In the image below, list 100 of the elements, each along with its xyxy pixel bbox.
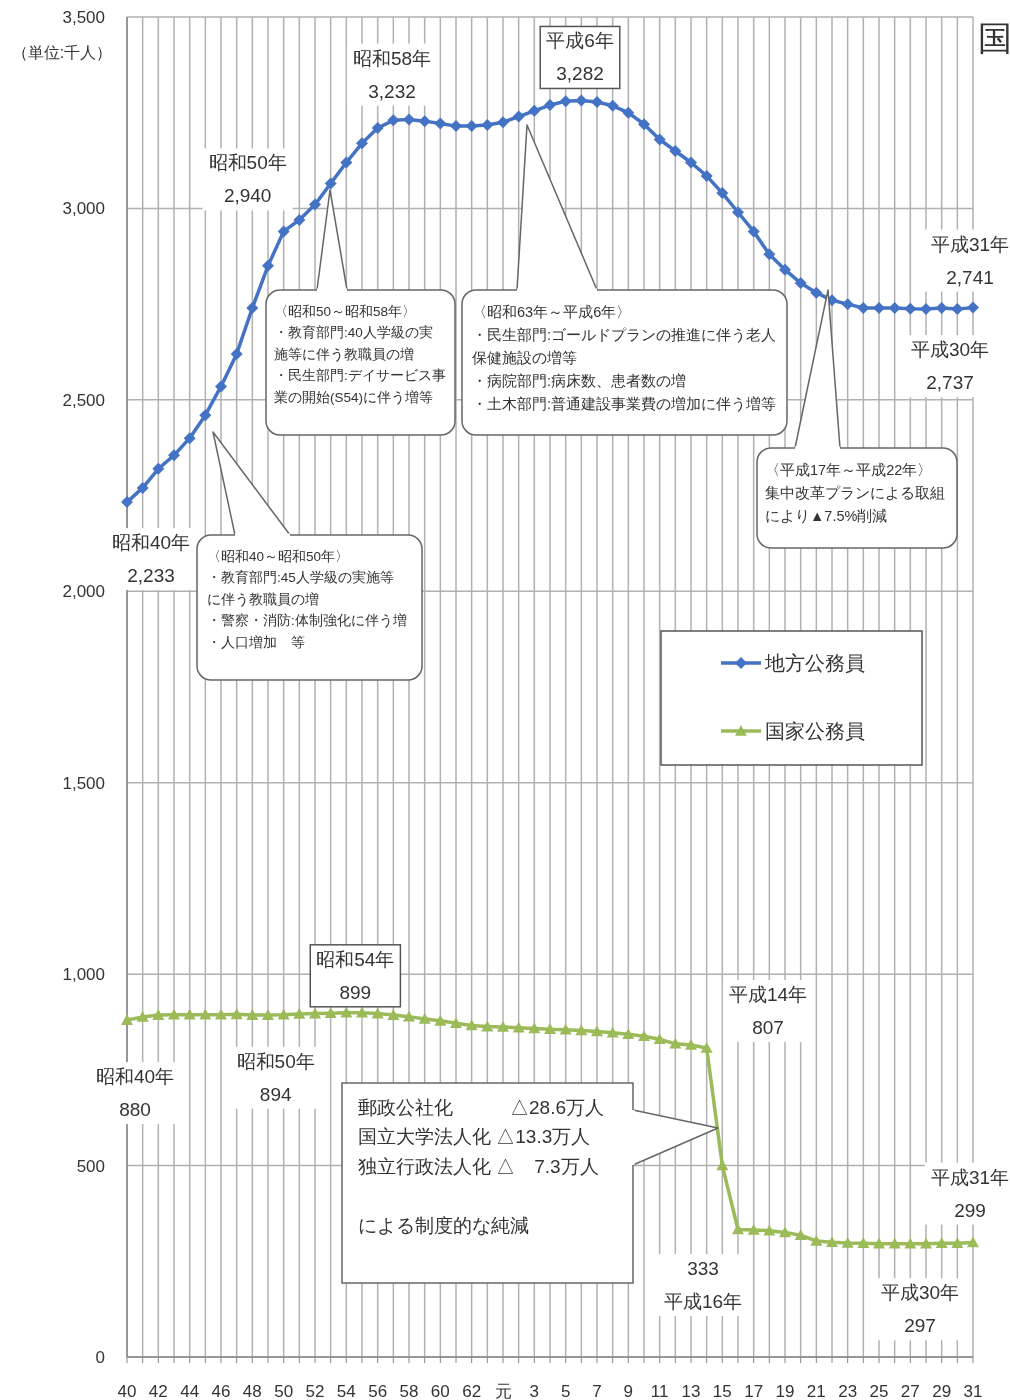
point [387,1009,400,1020]
point [606,99,619,112]
point [685,1038,697,1050]
x-tick-label: 9 [623,1382,634,1400]
point [857,1237,870,1249]
x-tick-label: 40 [117,1382,137,1400]
point [794,277,807,290]
x-tick-label: 3 [529,1382,540,1400]
point [293,213,306,226]
annotation: 333 平成16年 [663,1258,743,1312]
x-tick-label: 50 [274,1382,294,1400]
point [967,1236,979,1248]
y-tick-label: 2,000 [62,582,105,602]
point [575,1024,588,1036]
x-tick-label: 46 [211,1382,231,1400]
annotation: 昭和40年 2,233 [111,532,191,587]
point [309,1007,321,1019]
point [215,380,227,393]
point [732,1223,744,1235]
point [888,1237,901,1249]
annotation: 国 [978,19,1010,57]
x-tick-label: 17 [744,1382,764,1400]
point [262,1009,274,1020]
x-tick-label: 56 [368,1382,388,1400]
point [512,110,525,123]
point [904,1237,917,1249]
point [512,1021,525,1033]
point [591,1025,603,1037]
point [183,1008,196,1020]
annotation: 〈昭和40～昭和50年〉・教育部門:45人学級の実施等に伴う教職員の増・警察・消防:体制強化に伴う増・人口増加 等 [207,548,407,650]
point [371,1007,384,1019]
annotation: 平成6年 3,282 [539,25,621,90]
x-tick-label: 23 [838,1382,858,1400]
annotation: 平成14年 807 [728,984,808,1038]
point [685,156,697,169]
point [841,298,854,311]
point [653,133,666,146]
point [199,409,212,422]
point [356,137,368,150]
x-tick-label: 62 [462,1382,482,1400]
x-tick-label: 5 [560,1382,571,1400]
point [434,117,447,130]
x-tick-label: 54 [336,1382,356,1400]
point [183,432,196,445]
point [340,1006,353,1018]
annotation: 昭和54年 899 [309,944,402,1008]
point [904,302,917,315]
annotation: 〈昭和63年～平成6年〉・民生部門:ゴールドプランの推進に伴う老人保健施設の増等・病院部門:病床数、患者数の増・土木部門:普通建設事業費の増加に伴う増等 [461,124,788,436]
point [371,122,384,135]
point [418,115,431,128]
y-tick-label: 2,500 [62,390,105,410]
point [622,1028,635,1040]
point [638,1030,650,1041]
annotation: 平成31年 2,741 [930,233,1010,288]
point [152,462,165,475]
point [920,303,932,316]
point [152,1009,165,1020]
annotation: 〈昭和40～昭和50年〉・教育部門:45人学級の実施等に伴う教職員の増・警察・消防:体制強化に伴う増・人口増加 等 [196,431,423,681]
point [935,1237,948,1249]
point [967,301,979,314]
annotation: 昭和50年 2,940 [202,148,293,211]
point [418,1012,431,1024]
annotation: 昭和50年 2,940 [208,152,287,207]
point [497,116,509,129]
point [277,225,290,238]
annotation: 昭和50年 894 [236,1050,315,1105]
x-tick-label: 29 [932,1382,952,1400]
point [559,95,572,108]
point [528,1022,541,1034]
point [168,1008,180,1020]
point [246,1009,259,1020]
point [544,99,556,112]
annotation: 〈平成17年～平成22年〉集中改革プランによる取組により▲7.5%削減 [765,461,945,524]
y-tick-label: 3,500 [62,8,105,27]
y-tick-label: 1,000 [62,965,105,985]
point [481,1020,494,1032]
y-tick-label: 1,500 [62,773,105,793]
point [779,263,791,276]
x-tick-label: 44 [180,1382,200,1400]
x-tick-label: 48 [242,1382,262,1400]
point [215,1008,227,1020]
point [136,1011,149,1022]
point [293,1007,306,1019]
annotation: 平成31年 2,741 [924,229,1010,292]
point [136,481,149,494]
x-tick-label: 21 [806,1382,826,1400]
annotation: 昭和40年 880 [95,1066,175,1121]
point [606,1026,619,1038]
point [340,156,353,169]
point [700,1042,713,1053]
point [716,187,729,200]
annotation: 〈昭和63年～平成6年〉・民生部門:ゴールドプランの推進に伴う老人保健施設の増等・病院部門:病床数、患者数の増・土木部門:普通建設事業費の増加に伴う増等 [472,303,777,413]
x-tick-label: 25 [869,1382,889,1400]
point [810,1234,823,1246]
point [324,1007,337,1018]
point [434,1014,447,1026]
point [669,1037,682,1049]
y-tick-label: 3,000 [62,199,105,219]
point [653,1033,666,1045]
point [669,145,682,157]
